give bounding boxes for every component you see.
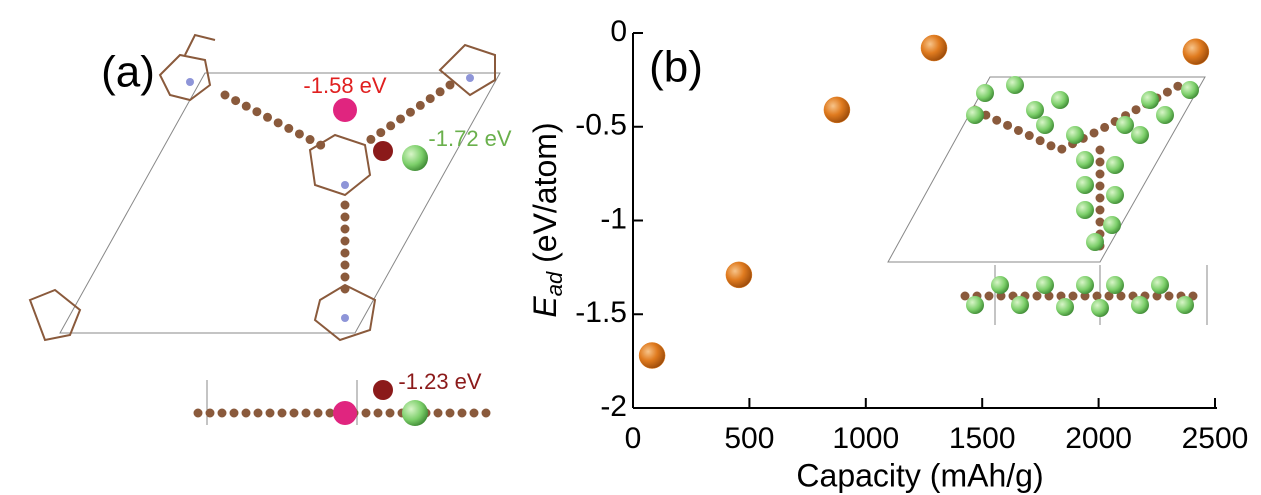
- point: [726, 262, 752, 288]
- structure-b-inset: [888, 76, 1207, 325]
- figure: (a) -1.58 eV -1.72 eV -1.23 eV (b) Capac…: [0, 0, 1261, 495]
- x-tick-label: 0: [625, 422, 642, 455]
- x-tick-label: 2000: [1065, 422, 1132, 455]
- y-label-sub: ad: [542, 271, 567, 296]
- panel-label: (b): [649, 43, 703, 92]
- y-tick-label: -1: [600, 202, 627, 235]
- point: [639, 343, 665, 369]
- y-tick-label: -0.5: [575, 109, 627, 142]
- point: [1183, 39, 1209, 65]
- point: [824, 97, 850, 123]
- annotation: -1.58 eV: [303, 73, 386, 98]
- annotation: -1.72 eV: [428, 126, 511, 151]
- y-tick-label: 0: [610, 15, 627, 48]
- annotation: -1.23 eV: [398, 369, 481, 394]
- x-tick-label: 1500: [949, 422, 1016, 455]
- x-tick-label: 1000: [832, 422, 899, 455]
- y-axis-label: Ead (eV/atom): [527, 122, 566, 317]
- y-tick-label: -1.5: [575, 296, 627, 329]
- y-label-part: (eV/atom): [527, 122, 563, 271]
- panel-label: (a): [101, 48, 155, 97]
- y-label-part: E: [527, 296, 563, 318]
- y-tick-label: -2: [600, 390, 627, 423]
- x-axis-label: Capacity (mAh/g): [796, 457, 1043, 493]
- x-tick-label: 2500: [1182, 422, 1249, 455]
- x-tick-label: 500: [724, 422, 774, 455]
- point: [921, 35, 947, 61]
